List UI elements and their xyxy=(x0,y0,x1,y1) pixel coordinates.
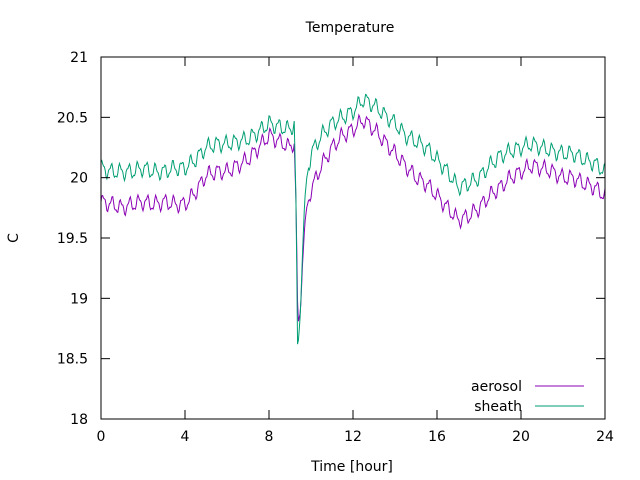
y-tick-label: 20 xyxy=(70,171,88,187)
x-tick-label: 24 xyxy=(596,429,614,445)
series-line-sheath xyxy=(100,93,606,345)
y-tick-label: 19.5 xyxy=(57,231,88,247)
series-line-aerosol xyxy=(100,113,606,322)
x-tick-labels: 0 4 8 12 16 20 24 xyxy=(97,429,614,445)
legend-label-aerosol: aerosol xyxy=(471,379,522,395)
chart-title: Temperature xyxy=(305,20,395,36)
x-tick-label: 16 xyxy=(428,429,446,445)
plot-frame xyxy=(100,56,606,420)
y-tick-label: 21 xyxy=(70,50,88,66)
y-tick-label: 20.5 xyxy=(57,110,88,126)
legend: aerosol sheath xyxy=(471,379,584,415)
y-axis-label: C xyxy=(6,233,22,243)
x-tick-label: 20 xyxy=(512,429,530,445)
x-tick-label: 8 xyxy=(265,429,274,445)
x-tick-label: 4 xyxy=(181,429,190,445)
x-tick-label: 0 xyxy=(97,429,106,445)
x-axis-label: Time [hour] xyxy=(310,459,393,475)
legend-label-sheath: sheath xyxy=(474,399,522,415)
x-tick-label: 12 xyxy=(344,429,362,445)
plot-lines xyxy=(100,93,606,345)
y-tick-label: 18.5 xyxy=(57,352,88,368)
y-tick-label: 19 xyxy=(70,291,88,307)
y-tick-labels: 18 18.5 19 19.5 20 20.5 21 xyxy=(57,50,88,428)
axis-ticks xyxy=(100,56,606,420)
y-tick-label: 18 xyxy=(70,412,88,428)
